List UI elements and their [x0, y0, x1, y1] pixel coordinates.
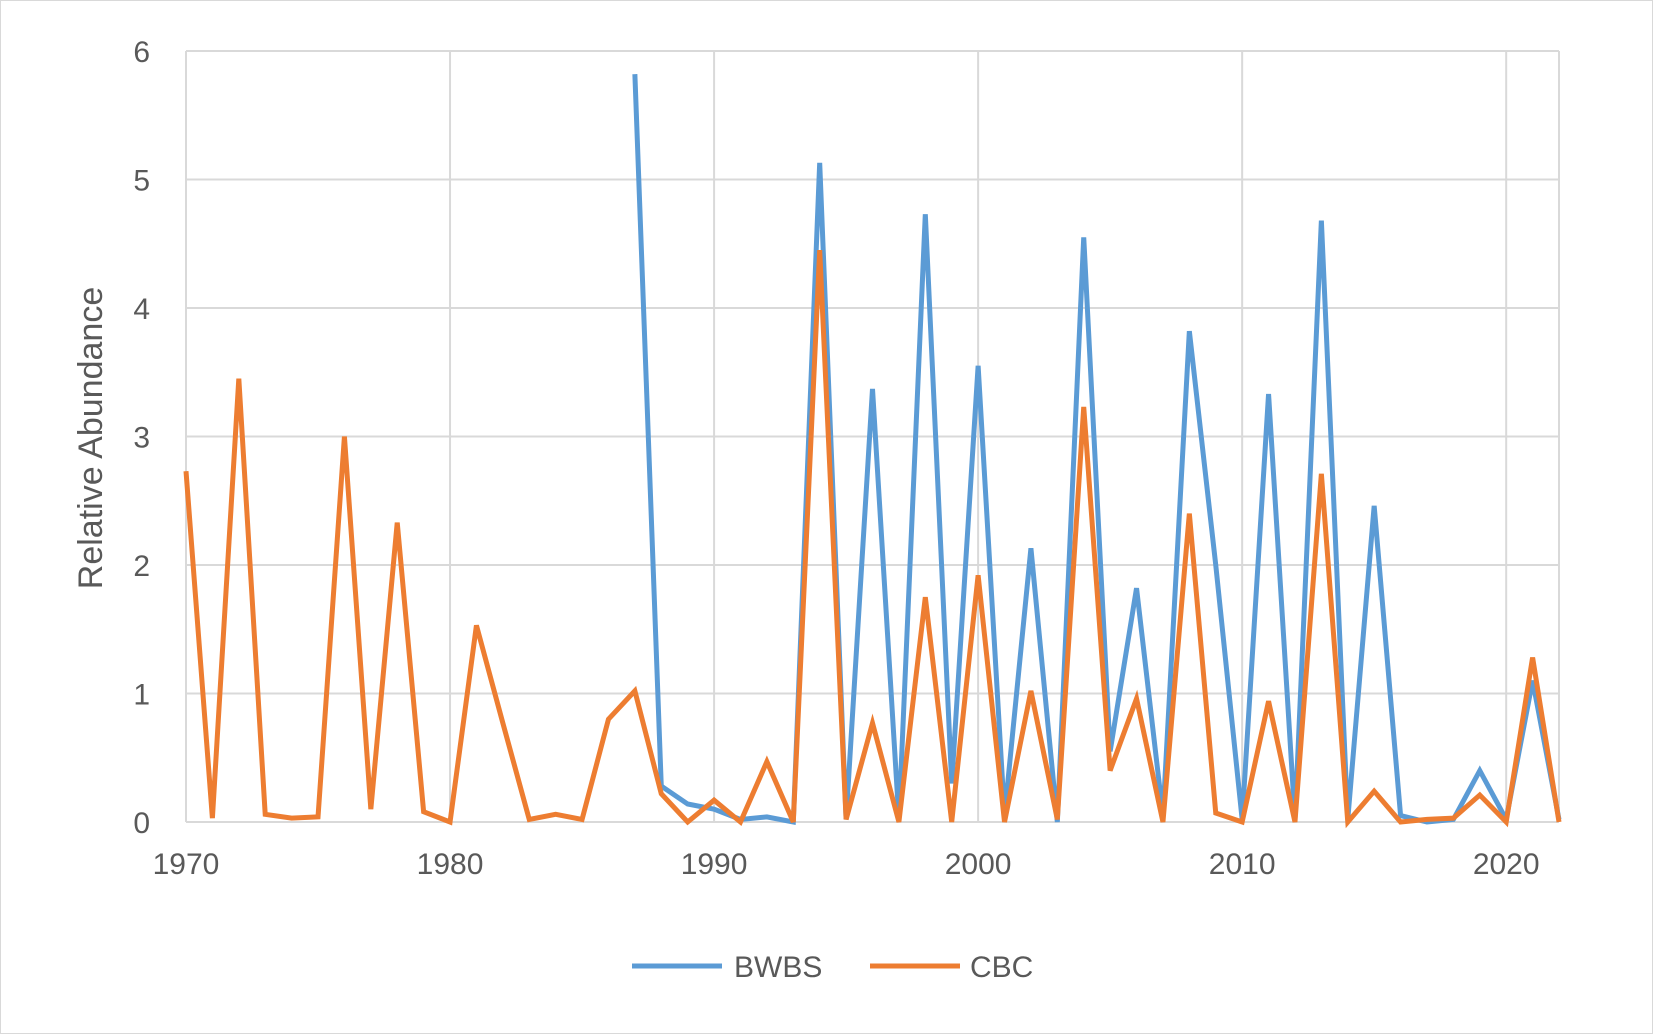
x-tick-label: 2000 — [945, 848, 1012, 881]
y-tick-label: 2 — [133, 550, 150, 583]
y-tick-label: 1 — [133, 679, 150, 712]
y-tick-label: 3 — [133, 422, 150, 455]
y-tick-label: 0 — [133, 807, 150, 840]
y-tick-label: 4 — [133, 293, 150, 326]
legend-label-bwbs: BWBS — [734, 951, 822, 984]
x-tick-label: 1990 — [681, 848, 748, 881]
x-tick-label: 1980 — [417, 848, 484, 881]
series-lines — [183, 74, 1562, 829]
x-tick-label: 2010 — [1209, 848, 1276, 881]
gridlines — [185, 50, 1560, 823]
y-axis-ticks: 0 1 2 3 4 5 6 — [133, 36, 150, 840]
legend-label-cbc: CBC — [970, 951, 1033, 984]
x-axis-ticks: 1970 1980 1990 2000 2010 2020 — [153, 848, 1540, 881]
x-tick-label: 1970 — [153, 848, 220, 881]
series-line-cbc — [183, 250, 1562, 829]
y-tick-label: 5 — [133, 165, 150, 198]
y-tick-label: 6 — [133, 36, 150, 69]
x-tick-label: 2020 — [1473, 848, 1540, 881]
y-axis-label: Relative Abundance — [72, 287, 110, 589]
legend: BWBS CBC — [632, 951, 1033, 984]
series-line-bwbs — [632, 74, 1562, 827]
